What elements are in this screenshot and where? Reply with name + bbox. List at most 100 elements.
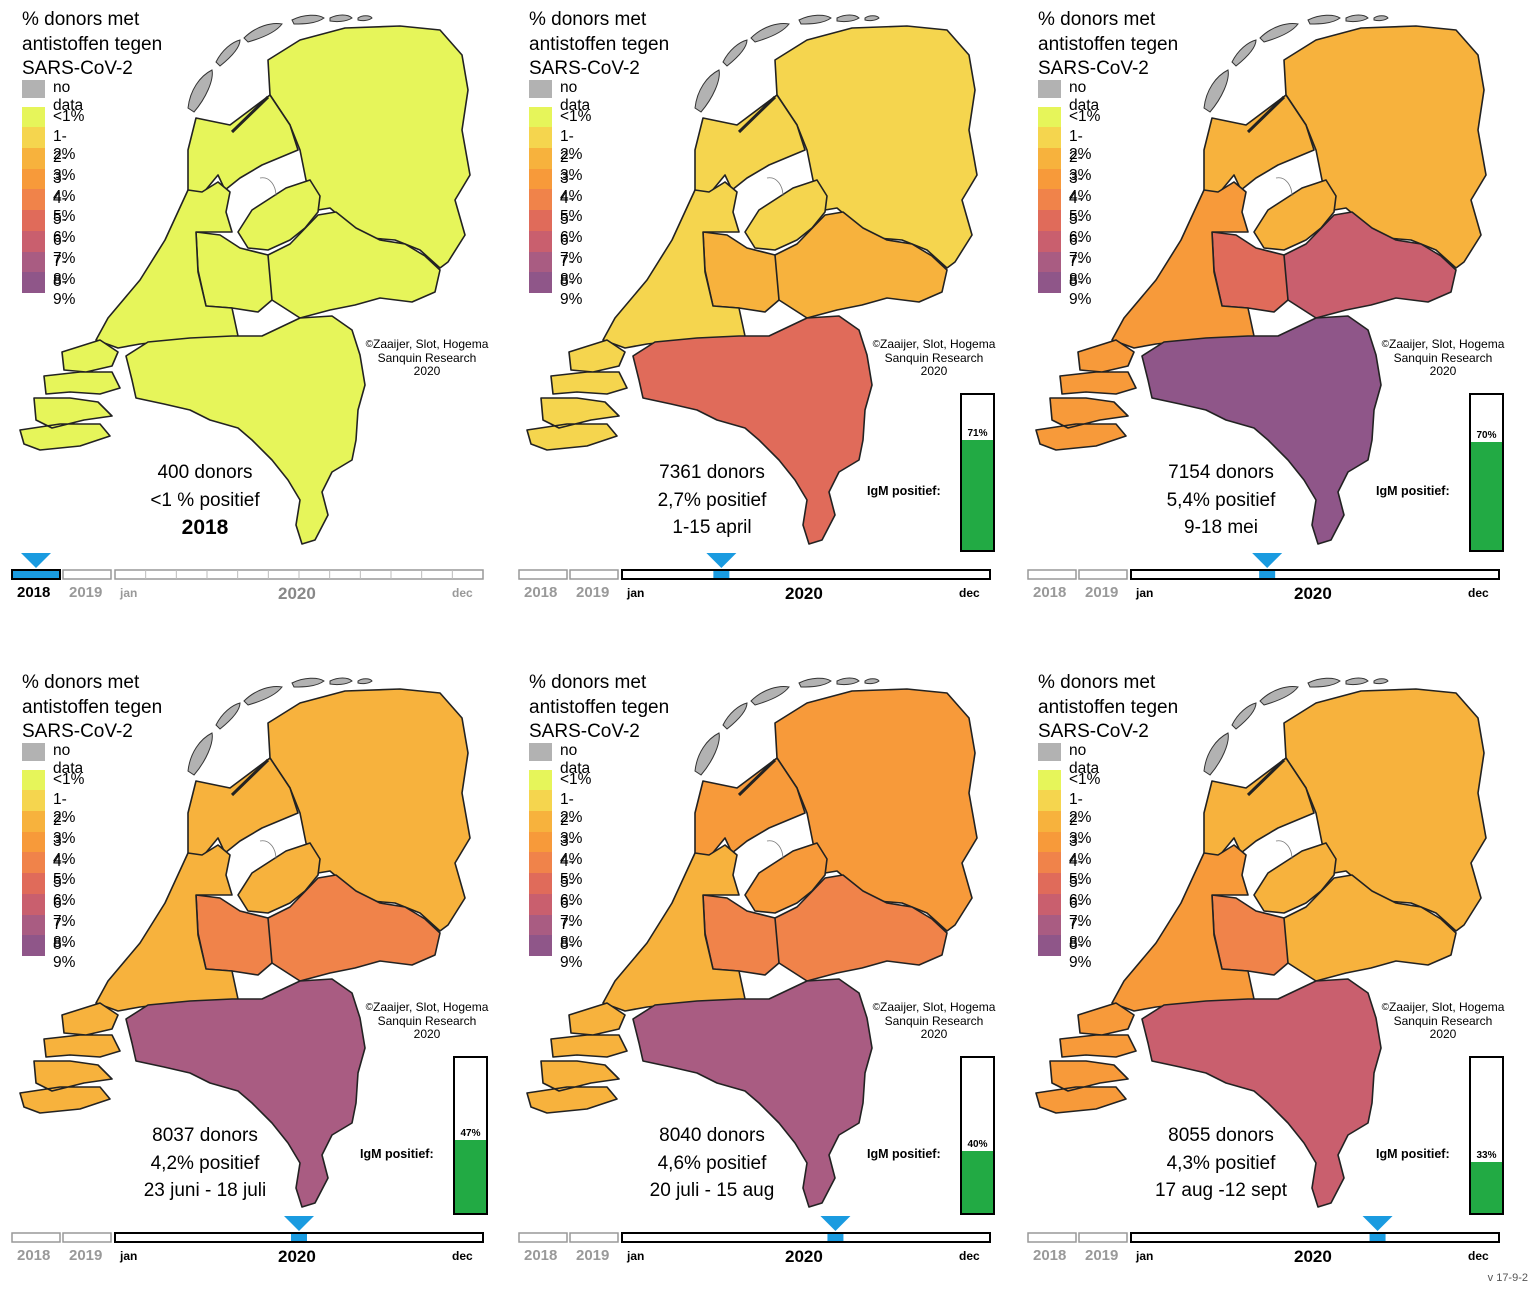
legend-swatch xyxy=(22,743,45,761)
donor-count: 8040 donors xyxy=(659,1125,765,1146)
donor-count: 8055 donors xyxy=(1168,1125,1274,1146)
timeline-2019-box xyxy=(569,569,619,580)
legend-label: 1-2% xyxy=(53,128,76,164)
region-gelderland xyxy=(774,874,948,982)
legend-label: 4-5% xyxy=(53,190,76,226)
region-nh xyxy=(187,757,299,862)
credit: ©Zaaijer, Slot, Hogema Sanquin Research … xyxy=(352,1000,502,1042)
wadden-island xyxy=(694,732,720,776)
legend-swatch xyxy=(1038,914,1061,936)
legend-label: 8-9% xyxy=(560,936,583,972)
wadden-island xyxy=(750,23,790,43)
legend-label: 7-8% xyxy=(53,915,76,951)
wadden-island xyxy=(1373,15,1389,22)
version-label: v 17-9-2 xyxy=(1487,1272,1528,1284)
legend-swatch xyxy=(22,148,45,169)
wadden-island xyxy=(357,678,373,685)
timeline-2020-label: 2020 xyxy=(1294,1247,1332,1266)
credit-authors: Zaaijer, Slot, Hogema xyxy=(879,337,996,351)
timeline-2019-box xyxy=(62,569,112,580)
legend-swatch xyxy=(529,80,552,98)
donor-stats: 7361 donors 2,7% positief 1-15 april xyxy=(612,459,812,542)
legend-swatch xyxy=(22,189,45,211)
legend-swatch xyxy=(529,811,552,832)
legend-swatch xyxy=(22,873,45,894)
wadden-island xyxy=(798,14,832,25)
timeline-2018-label: 2018 xyxy=(17,1247,51,1264)
map-panel-3: % donors met antistoffen tegen SARS-CoV-… xyxy=(1016,0,1521,630)
legend-label: 8-9% xyxy=(53,273,76,309)
credit-org: Sanquin Research xyxy=(884,1013,984,1028)
legend-swatch xyxy=(529,210,552,231)
region-flevoland xyxy=(744,179,828,251)
netherlands-map xyxy=(526,14,978,545)
copyright-symbol: © xyxy=(1381,1002,1389,1013)
map-title: % donors met antistoffen tegen SARS-CoV-… xyxy=(1038,672,1179,742)
donor-count: 7154 donors xyxy=(1168,462,1274,483)
donor-count: 8037 donors xyxy=(152,1125,258,1146)
region-south xyxy=(125,978,366,1208)
legend-label: no data xyxy=(53,742,84,777)
region-nh xyxy=(1203,757,1315,862)
credit: ©Zaaijer, Slot, Hogema Sanquin Research … xyxy=(859,1000,1009,1042)
timeline xyxy=(518,553,991,580)
timeline-marker xyxy=(21,553,51,568)
map-panel-2: % donors met antistoffen tegen SARS-CoV-… xyxy=(507,0,1012,630)
timeline-2020-box xyxy=(1130,1232,1500,1243)
legend-label: 4-5% xyxy=(560,190,583,226)
map-title: % donors met antistoffen tegen SARS-CoV-… xyxy=(22,9,163,79)
timeline-2019-box xyxy=(1078,569,1128,580)
timeline-2018-label: 2018 xyxy=(1033,584,1067,601)
region-gelderland xyxy=(1283,874,1457,982)
timeline-jan-label: jan xyxy=(120,1249,138,1263)
wadden-island xyxy=(722,39,748,67)
legend-swatch xyxy=(529,935,552,956)
timeline-jan-label: jan xyxy=(1136,1249,1154,1263)
legend-label: 2-3% xyxy=(53,812,76,848)
legend-swatch xyxy=(529,790,552,812)
legend-label: <1% xyxy=(53,107,85,125)
wadden-island xyxy=(1203,732,1229,776)
credit-year: 2020 xyxy=(413,1027,441,1041)
legend-label: 7-8% xyxy=(560,915,583,951)
wadden-island xyxy=(1307,677,1341,688)
timeline-2019-label: 2019 xyxy=(69,584,103,601)
region-zeeland xyxy=(1035,1002,1137,1114)
donor-stats: 400 donors <1 % positief 2018 xyxy=(105,459,305,542)
legend-swatch xyxy=(1038,189,1061,211)
timeline-dec-label: dec xyxy=(1468,1249,1489,1263)
legend-label: 3-4% xyxy=(53,169,76,205)
wadden-island xyxy=(215,702,241,730)
timeline-marker xyxy=(1362,1216,1393,1231)
credit-org: Sanquin Research xyxy=(884,350,984,365)
credit: ©Zaaijer, Slot, Hogema Sanquin Research … xyxy=(859,337,1009,379)
igm-bar: 71% xyxy=(960,393,995,552)
percent-positive: 4,2% positief xyxy=(150,1152,260,1174)
legend-swatch xyxy=(1038,272,1061,293)
region-zeeland xyxy=(19,1002,121,1114)
region-flevoland xyxy=(1253,842,1337,914)
percent-positive: 5,4% positief xyxy=(1166,489,1276,511)
legend-swatch xyxy=(1038,251,1061,273)
timeline-2019-box xyxy=(1078,1232,1128,1243)
wadden-island xyxy=(836,677,860,686)
legend-swatch xyxy=(22,811,45,832)
timeline-jan-label: jan xyxy=(1136,586,1154,600)
region-nh xyxy=(694,94,806,199)
region-gelderland xyxy=(1283,211,1457,319)
igm-bar: 70% xyxy=(1469,393,1504,552)
legend-label: 5-6% xyxy=(560,211,583,247)
netherlands-map xyxy=(1035,677,1487,1208)
legend-label: 7-8% xyxy=(560,252,583,288)
timeline-2019-label: 2019 xyxy=(1085,584,1119,601)
legend-label: <1% xyxy=(560,770,592,788)
region-zeeland xyxy=(526,1002,628,1114)
igm-label: IgM positief: xyxy=(867,484,941,498)
igm-label: IgM positief: xyxy=(1376,484,1450,498)
timeline-dec-label: dec xyxy=(452,1249,473,1263)
legend-swatch xyxy=(1038,168,1061,190)
wadden-island xyxy=(329,677,353,686)
legend-swatch xyxy=(529,106,552,128)
legend-label: 8-9% xyxy=(1069,273,1092,309)
wadden-island xyxy=(1231,702,1257,730)
